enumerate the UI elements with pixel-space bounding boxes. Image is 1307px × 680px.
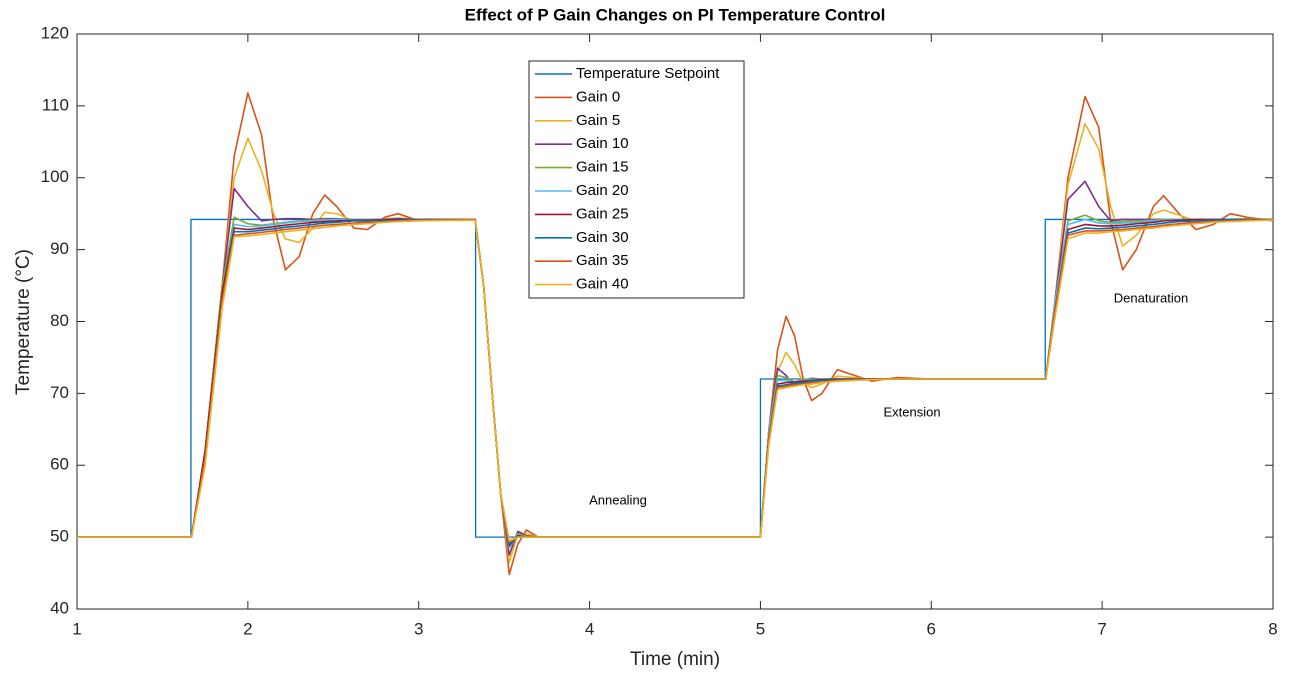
chart-title: Effect of P Gain Changes on PI Temperatu… <box>465 5 886 24</box>
legend-label: Gain 0 <box>576 88 620 105</box>
legend-label: Gain 20 <box>576 182 629 199</box>
y-tick-label: 50 <box>50 527 69 546</box>
series-line <box>77 219 1274 542</box>
annotation: Denaturation <box>1114 290 1188 305</box>
x-tick-label: 2 <box>243 619 252 638</box>
x-tick-label: 1 <box>72 619 81 638</box>
legend: Temperature Setpoint Gain 0 Gain 5 Gain 10 G… <box>528 60 745 299</box>
legend-label: Gain 25 <box>576 205 629 222</box>
y-tick-label: 120 <box>41 23 69 42</box>
y-tick-label: 40 <box>50 598 69 617</box>
legend-label: Gain 5 <box>576 112 620 129</box>
y-tick-label: 70 <box>50 383 69 402</box>
legend-box <box>528 60 745 299</box>
y-tick-label: 60 <box>50 455 69 474</box>
x-tick-label: 5 <box>756 619 765 638</box>
y-tick-label: 80 <box>50 311 69 330</box>
y-tick-label: 100 <box>41 167 69 186</box>
x-tick-label: 8 <box>1268 619 1277 638</box>
legend-label: Gain 15 <box>576 159 629 176</box>
legend-label: Gain 40 <box>576 276 629 293</box>
x-tick-label: 6 <box>927 619 936 638</box>
x-tick-label: 4 <box>585 619 594 638</box>
x-tick-label: 3 <box>414 619 423 638</box>
y-tick-label: 110 <box>42 95 69 114</box>
series-line <box>77 218 1274 543</box>
x-tick-label: 7 <box>1097 619 1106 638</box>
x-axis-label: Time (min) <box>630 649 720 670</box>
annotation: Annealing <box>589 492 647 507</box>
y-axis-label: Temperature (°C) <box>13 249 34 395</box>
legend-label: Gain 10 <box>576 135 629 152</box>
series-line <box>77 218 1273 549</box>
annotation: Extension <box>883 404 940 419</box>
legend-label: Gain 30 <box>576 229 629 246</box>
legend-label: Temperature Setpoint <box>576 65 720 82</box>
legend-label: Gain 35 <box>576 252 629 269</box>
y-tick-label: 90 <box>50 239 69 258</box>
